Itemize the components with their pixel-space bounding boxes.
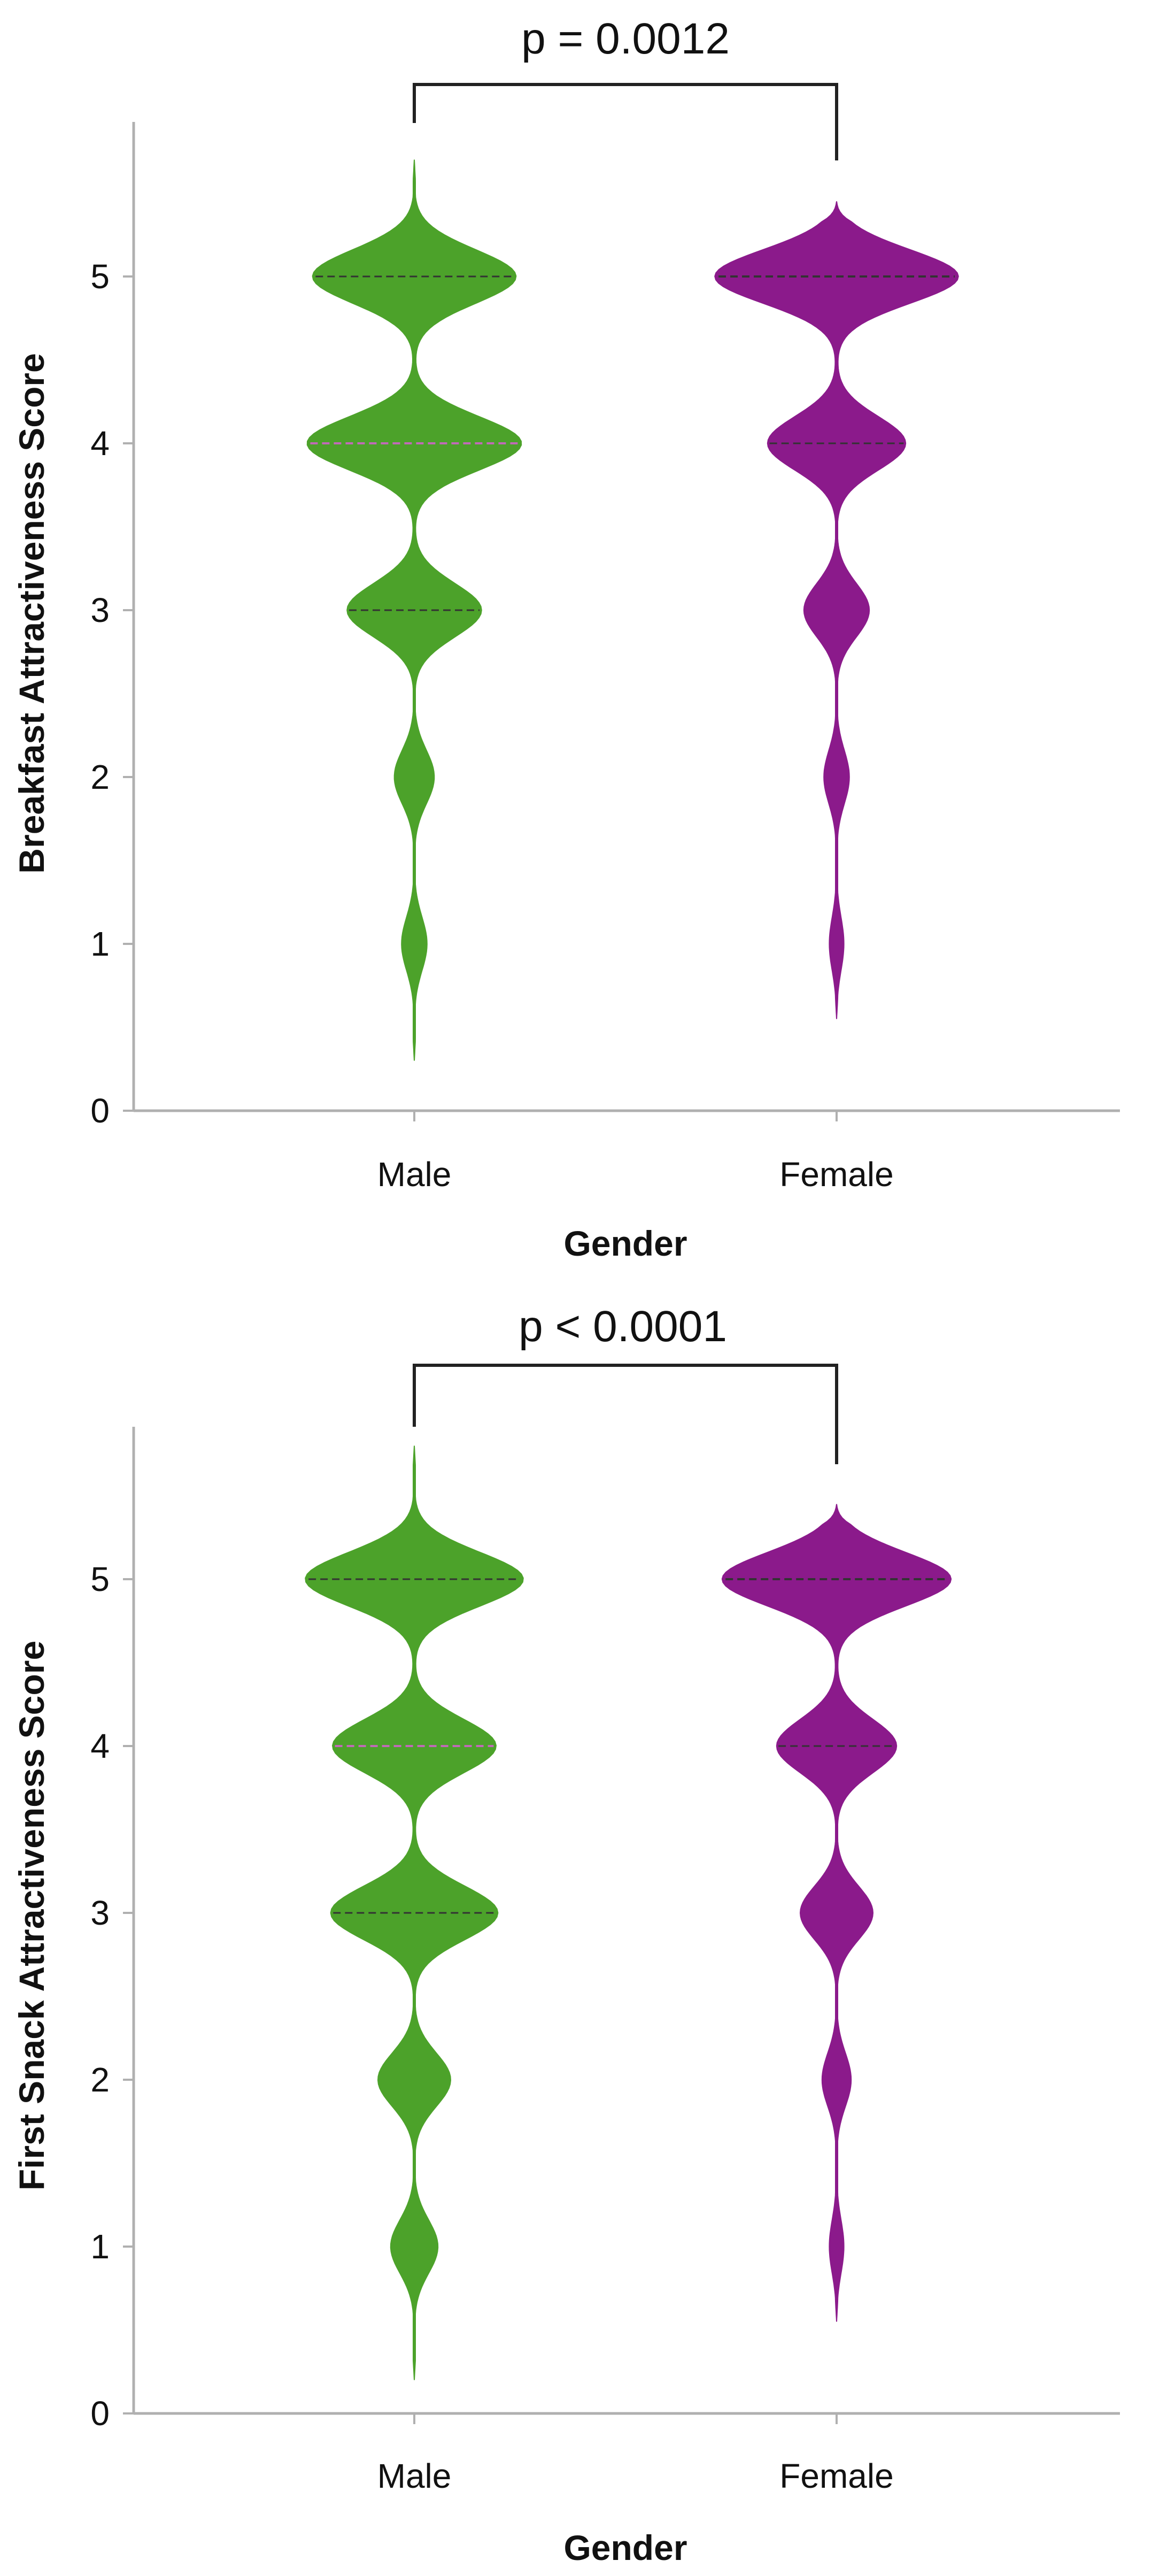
y-tick-label: 2 [90,758,110,796]
y-tick-label: 5 [90,257,110,296]
x-tick-label-male: Male [377,1155,452,1194]
p-value-annotation: p = 0.0012 [521,14,730,63]
x-tick-label-female: Female [779,1155,893,1194]
x-axis-title: Gender [563,1224,687,1263]
violin-female [714,201,959,1019]
y-tick-label: 0 [90,2394,110,2433]
panel-breakfast: p = 0.0012 Breakfast Attractiveness Scor… [12,14,1120,1263]
y-tick-label: 0 [90,1091,110,1130]
significance-bracket [413,1364,838,1464]
significance-bracket [413,83,838,160]
y-axis-title: First Snack Attractiveness Score [12,1641,51,2190]
p-value-annotation: p < 0.0001 [519,1302,727,1351]
y-axis-title: Breakfast Attractiveness Score [12,353,51,873]
y-tick-label: 1 [90,2227,110,2266]
violin-female [721,1504,952,2322]
x-tick-label-male: Male [377,2457,452,2495]
x-axis-title: Gender [563,2528,687,2567]
x-tick-label-female: Female [779,2457,893,2495]
y-tick-label: 1 [90,925,110,963]
y-tick-label: 3 [90,591,110,629]
panel-first-snack: p < 0.0001 First Snack Attractiveness Sc… [12,1302,1120,2567]
y-tick-label: 4 [90,424,110,463]
y-tick-label: 5 [90,1560,110,1598]
violin-male [305,1445,524,2380]
y-tick-label: 3 [90,1894,110,1932]
y-tick-label: 4 [90,1727,110,1765]
y-tick-label: 2 [90,2060,110,2099]
